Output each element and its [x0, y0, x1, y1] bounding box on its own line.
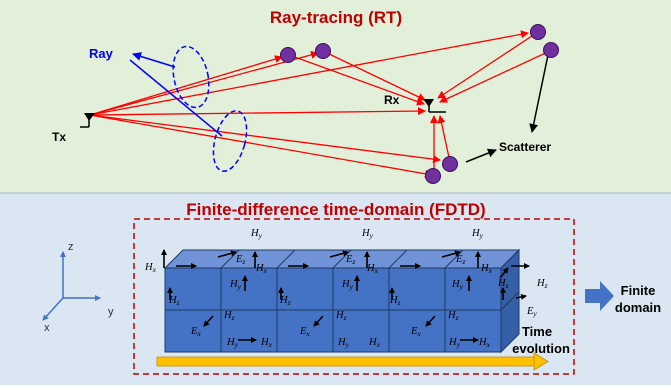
field-label-hz: Hz: [447, 310, 459, 322]
rt-panel-background: [0, 0, 671, 193]
grid-line: [388, 249, 408, 269]
field-label-hz: Hz: [335, 310, 347, 322]
field-label-hx: Hx: [255, 263, 268, 275]
time-evolution-label-line2: evolution: [512, 341, 570, 356]
field-label-hx: Hx: [260, 337, 273, 349]
field-label-ey: Ey: [526, 306, 537, 318]
field-label-hy: Hy: [250, 228, 263, 240]
y-axis-label: y: [108, 306, 114, 318]
grid-line: [276, 249, 296, 269]
x-axis-label: x: [44, 322, 50, 334]
field-label-ez: Ez: [455, 254, 465, 266]
ray-direction-line: [129, 59, 223, 137]
scatterers: [280, 24, 559, 184]
ray-path: [89, 50, 319, 116]
field-label-hz: Hz: [536, 278, 548, 290]
field-label-ez: Ez: [235, 254, 245, 266]
ray-path: [291, 55, 425, 106]
wavefront-ellipse: [172, 45, 210, 109]
field-label-hz: Hz: [497, 278, 509, 290]
field-label-hy: Hy: [361, 228, 374, 240]
ray-path: [324, 51, 426, 101]
wavefront-ellipse: [212, 110, 248, 172]
field-label-hy: Hy: [226, 337, 239, 349]
field-label-hy: Hy: [341, 279, 354, 291]
field-label-hz: Hz: [279, 295, 291, 307]
field-label-hx: Hx: [144, 262, 157, 274]
coordinate-axes: [42, 251, 101, 321]
field-label-hy: Hy: [448, 337, 461, 349]
field-vector-arrow: [329, 250, 349, 258]
scatterer-point: [530, 24, 546, 40]
field-vector-arrow: [203, 315, 214, 327]
field-label-hz: Hz: [223, 310, 235, 322]
yee-cell-grid: [163, 248, 521, 354]
ray-path: [89, 114, 433, 178]
field-vector-arrow: [425, 315, 436, 327]
ray-path: [89, 55, 283, 116]
scatterer-point: [442, 156, 458, 172]
tx-antenna-icon: [80, 113, 95, 128]
ray-path: [89, 30, 529, 116]
field-label-hx: Hx: [366, 263, 379, 275]
field-vector-arrow: [499, 267, 509, 279]
ray-path: [89, 107, 426, 116]
rt-panel-title: Ray-tracing (RT): [270, 8, 402, 27]
field-arrows: [161, 249, 530, 343]
ray-path: [89, 114, 441, 164]
finite-domain-arrow-icon: [585, 281, 614, 311]
field-vector-arrow: [217, 250, 237, 258]
field-label-hz: Hz: [168, 295, 180, 307]
field-label-hy: Hy: [471, 228, 484, 240]
field-labels: Hx Ez Hy Hx Ez Hy Hx Ez Hy Hx Hy Hy Hy Hz Hz Hz Hz Hz Hz Hz…: [144, 228, 548, 349]
scatterer-point: [280, 47, 296, 63]
field-label-hx: Hx: [368, 337, 381, 349]
finite-domain-label-line1: Finite: [621, 283, 656, 298]
field-label-hy: Hy: [451, 279, 464, 291]
ray-path: [437, 115, 451, 163]
fdtd-panel-title: Finite-difference time-domain (FDTD): [186, 200, 485, 219]
scatterer-pointer-arrow: [465, 148, 497, 163]
scatterer-point: [315, 43, 331, 59]
field-label-ex: Ex: [299, 326, 310, 338]
finite-domain-label-line2: domain: [615, 300, 661, 315]
rt-ray-paths: [89, 30, 553, 178]
field-label-ez: Ez: [345, 254, 355, 266]
field-label-ex: Ex: [190, 326, 201, 338]
time-evolution-label-line1: Time: [522, 324, 552, 339]
tx-label: Tx: [52, 130, 66, 144]
field-label-hz: Hz: [389, 295, 401, 307]
rx-label: Rx: [384, 93, 400, 107]
time-evolution-arrow: [156, 352, 549, 371]
x-axis: [42, 297, 64, 321]
field-vector-arrow: [441, 250, 461, 258]
field-vector-arrow: [515, 294, 527, 300]
ray-label: Ray: [89, 46, 114, 61]
ray-direction-arrow: [132, 52, 176, 68]
scatterer-point: [425, 168, 441, 184]
field-label-hx: Hx: [480, 263, 493, 275]
ray-path: [437, 31, 539, 99]
grid-line: [500, 291, 520, 311]
field-vector-arrow: [313, 315, 324, 327]
field-label-hy: Hy: [229, 279, 242, 291]
field-label-ex: Ex: [410, 326, 421, 338]
fdtd-domain-boundary: [133, 218, 575, 375]
field-label-hy: Hy: [337, 337, 350, 349]
scatterer-point: [543, 42, 559, 58]
z-axis-label: z: [68, 241, 74, 253]
rx-antenna-icon: [423, 99, 446, 113]
scatterer-label: Scatterer: [499, 140, 551, 154]
scatterer-pointer-arrow: [529, 54, 549, 133]
ray-path: [439, 49, 553, 103]
field-label-hx: Hx: [478, 337, 491, 349]
